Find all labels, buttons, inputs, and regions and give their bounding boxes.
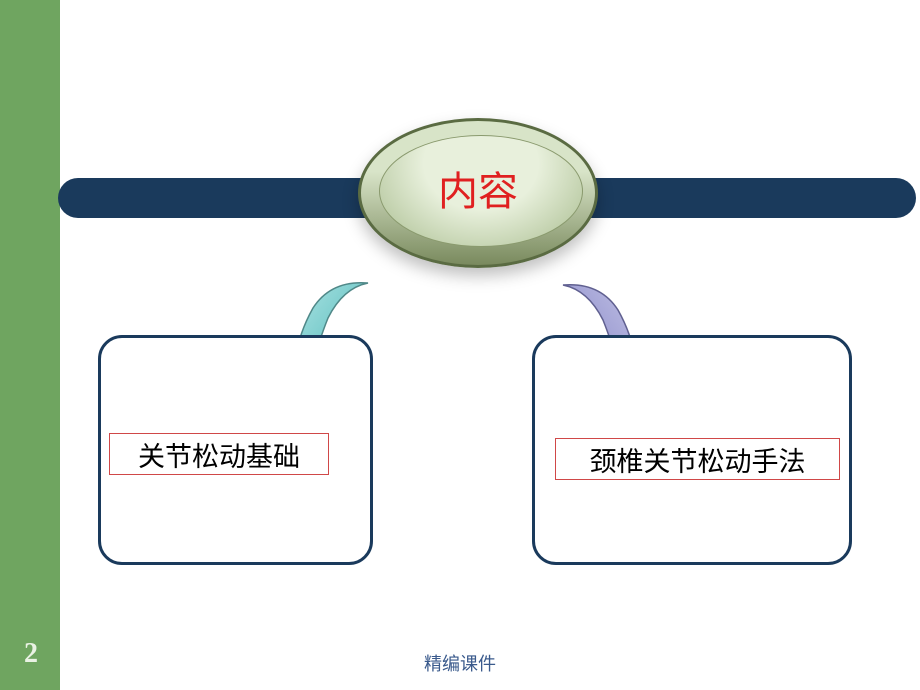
sidebar-green-strip [0,0,60,690]
top-white-strip [60,0,920,52]
right-label-box: 颈椎关节松动手法 [555,438,840,480]
center-oval-label: 内容 [438,159,518,217]
right-label-text: 颈椎关节松动手法 [590,440,806,479]
left-label-box: 关节松动基础 [109,433,329,475]
center-oval: 内容 [358,118,598,268]
footer-text: 精编课件 [424,650,496,676]
left-label-text: 关节松动基础 [138,435,300,474]
left-content-box: 关节松动基础 [98,335,373,565]
right-content-box: 颈椎关节松动手法 [532,335,852,565]
page-number: 2 [24,638,38,670]
